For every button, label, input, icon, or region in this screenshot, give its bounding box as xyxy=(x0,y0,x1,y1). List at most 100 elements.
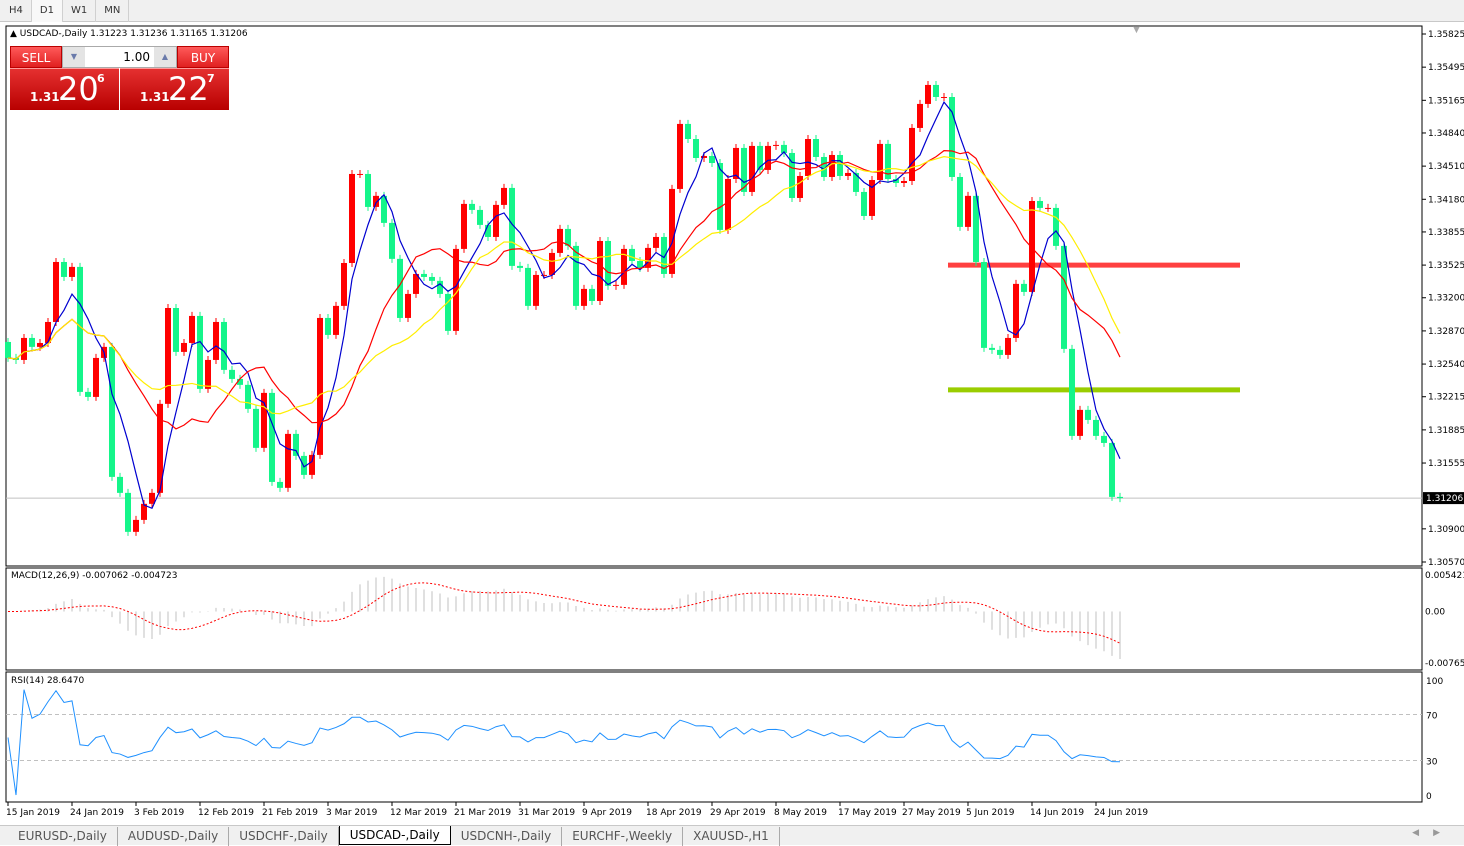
candle-body xyxy=(789,152,795,198)
candle-body xyxy=(581,288,587,306)
candle-body xyxy=(877,143,883,180)
date-tick-label: 29 Apr 2019 xyxy=(710,808,766,818)
macd-title: MACD(12,26,9) -0.007062 -0.004723 xyxy=(11,571,178,581)
candle-body xyxy=(717,163,723,230)
candle-body xyxy=(485,224,491,237)
candle-body xyxy=(325,317,331,335)
candle-body xyxy=(629,248,635,261)
candle-body xyxy=(517,265,523,268)
candle-body xyxy=(285,433,291,488)
date-tick-label: 27 May 2019 xyxy=(902,808,961,818)
candle-body xyxy=(829,154,835,177)
scroll-left-icon[interactable]: ◀ xyxy=(1412,828,1434,838)
moving-average-line xyxy=(7,101,1121,510)
candle-body xyxy=(637,260,643,268)
price-tick-label: 1.35495 xyxy=(1428,63,1464,73)
buy-price-pips: 22 xyxy=(168,70,209,108)
chart-shift-marker-icon: ▼ xyxy=(1133,25,1140,35)
candle-body xyxy=(29,337,35,347)
date-tick-label: 3 Feb 2019 xyxy=(134,808,185,818)
candle-body xyxy=(461,203,467,249)
date-tick-label: 9 Apr 2019 xyxy=(582,808,632,818)
candle-body xyxy=(893,178,899,184)
lot-increase-icon[interactable]: ▲ xyxy=(154,47,176,67)
sell-price-prefix: 1.31 xyxy=(30,90,60,104)
rsi-tick-label: 100 xyxy=(1426,677,1443,687)
chart-window[interactable]: 1.35825 1.35495 1.35165 1.34840 1.34510 1.341… xyxy=(0,22,1464,825)
candle-body xyxy=(613,284,619,286)
candle-body xyxy=(909,127,915,181)
buy-price-prefix: 1.31 xyxy=(140,90,170,104)
candle-body xyxy=(253,408,259,448)
candle-body xyxy=(901,180,907,184)
candle-body xyxy=(237,378,243,385)
date-tick-label: 17 May 2019 xyxy=(838,808,897,818)
chart-tabs: EURUSD-,Daily AUDUSD-,Daily USDCHF-,Dail… xyxy=(0,825,1464,846)
chart-tab-usdchf[interactable]: USDCHF-,Daily xyxy=(229,827,339,846)
candle-body xyxy=(69,266,75,277)
candle-body xyxy=(733,147,739,179)
candle-body xyxy=(533,274,539,306)
date-tick-label: 24 Jun 2019 xyxy=(1094,808,1148,818)
rsi-line xyxy=(7,689,1121,796)
candle-body xyxy=(573,245,579,306)
candle-body xyxy=(669,188,675,274)
chart-tab-audusd[interactable]: AUDUSD-,Daily xyxy=(118,827,230,846)
candle-body xyxy=(125,492,131,532)
scroll-right-icon[interactable]: ▶ xyxy=(1433,828,1454,838)
candle-body xyxy=(261,392,267,448)
timeframe-mn[interactable]: MN xyxy=(96,0,130,22)
timeframe-d1[interactable]: D1 xyxy=(31,0,63,22)
candle-body xyxy=(957,176,963,227)
candle-body xyxy=(749,145,755,192)
candle-body xyxy=(693,138,699,158)
candle-body xyxy=(85,391,91,397)
chart-tab-eurusd[interactable]: EURUSD-,Daily xyxy=(8,827,118,846)
macd-pane xyxy=(5,567,1423,671)
price-tick-label: 1.33855 xyxy=(1428,228,1464,238)
lot-size-input[interactable]: 1.00 xyxy=(123,50,150,64)
candle-body xyxy=(357,173,363,175)
buy-price-fraction: 7 xyxy=(207,72,215,85)
tab-scroll-arrows[interactable]: ◀▶ xyxy=(1412,828,1454,838)
chart-tab-usdcad[interactable]: USDCAD-,Daily xyxy=(338,826,451,845)
chart-tab-xauusd[interactable]: XAUUSD-,H1 xyxy=(683,827,780,846)
candle-body xyxy=(309,454,315,475)
candle-body xyxy=(389,222,395,259)
price-tick-label: 1.30570 xyxy=(1428,558,1464,568)
candle-body xyxy=(93,357,99,397)
candle-body xyxy=(797,175,803,198)
timeframe-h4[interactable]: H4 xyxy=(1,0,32,22)
candle-body xyxy=(925,84,931,104)
candle-body xyxy=(197,315,203,389)
date-tick-label: 21 Mar 2019 xyxy=(454,808,511,818)
candle-body xyxy=(413,273,419,294)
chart-tab-usdcnh[interactable]: USDCNH-,Daily xyxy=(451,827,563,846)
candle-body xyxy=(565,228,571,246)
moving-average-line xyxy=(7,156,1121,415)
candle-body xyxy=(725,178,731,230)
buy-button[interactable]: BUY xyxy=(177,46,229,68)
collapse-triangle-icon[interactable]: ▲ xyxy=(10,29,17,39)
timeframe-w1[interactable]: W1 xyxy=(63,0,97,22)
lot-decrease-icon[interactable]: ▼ xyxy=(63,47,85,67)
candle-body xyxy=(333,305,339,335)
rsi-tick-label: 0 xyxy=(1426,792,1432,802)
sell-button[interactable]: SELL xyxy=(10,46,62,68)
price-tick-label: 1.30900 xyxy=(1428,525,1464,535)
candle-body xyxy=(781,144,787,153)
chart-tab-eurchf[interactable]: EURCHF-,Weekly xyxy=(562,827,684,846)
candle-body xyxy=(917,103,923,128)
moving-average-line xyxy=(7,150,1121,430)
candle-body xyxy=(45,321,51,343)
sell-quote[interactable]: 1.31 20 6 xyxy=(10,68,119,110)
price-tick-label: 1.34510 xyxy=(1428,162,1464,172)
candle-body xyxy=(765,145,771,170)
macd-tick-label: 0.00 xyxy=(1425,607,1445,617)
price-tick-label: 1.34180 xyxy=(1428,195,1464,205)
candle-body xyxy=(429,276,435,281)
candle-body xyxy=(229,369,235,379)
candle-body xyxy=(501,187,507,205)
buy-quote[interactable]: 1.31 22 7 xyxy=(120,68,229,110)
rsi-pane xyxy=(5,671,1423,803)
